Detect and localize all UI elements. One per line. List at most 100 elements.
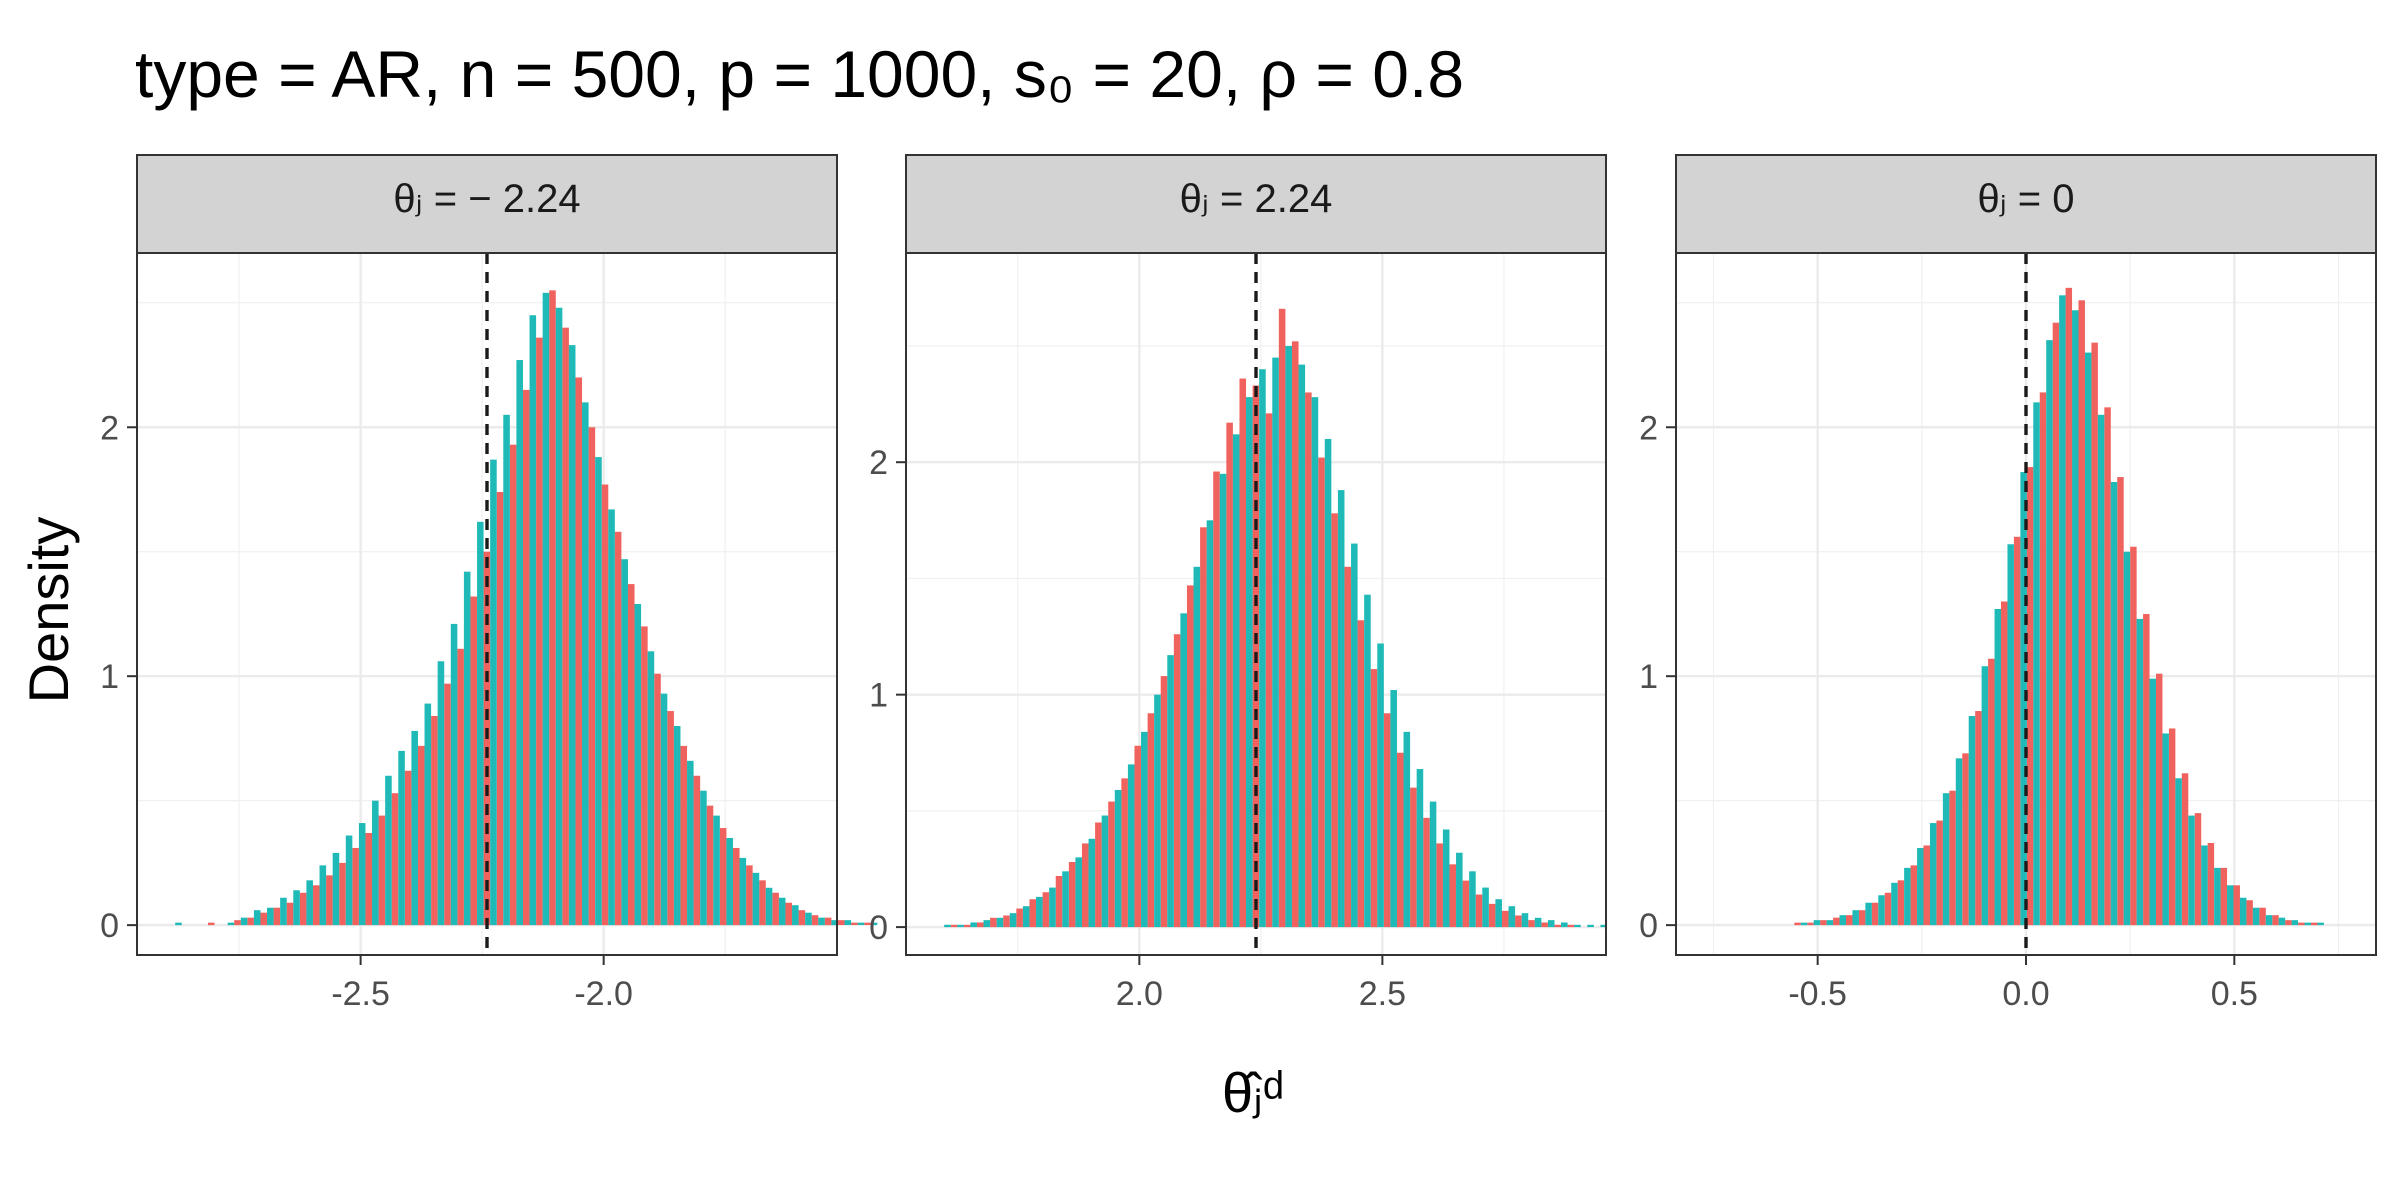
x-tick-label: 0.5 xyxy=(2211,975,2258,1013)
bar-series-2 xyxy=(1272,357,1279,928)
bar-series-1 xyxy=(1396,752,1404,928)
bar-series-2 xyxy=(1311,397,1319,928)
bar-series-1 xyxy=(2052,322,2060,926)
bar-series-2 xyxy=(1101,815,1109,928)
bar-series-2 xyxy=(595,457,602,926)
bar-series-2 xyxy=(1891,882,1898,926)
bar-series-2 xyxy=(280,897,287,926)
panel-1: θⱼ = − 2.24 -2.5 -2.0 0 1 2 xyxy=(100,154,878,1013)
bar-series-1 xyxy=(1370,669,1378,928)
y-tick-label: 2 xyxy=(100,409,119,447)
bar-series-2 xyxy=(844,920,852,926)
bar-series-2 xyxy=(398,750,405,926)
bar-series-2 xyxy=(1298,364,1306,928)
bar-series-2 xyxy=(1337,490,1345,928)
bar-series-1 xyxy=(1042,892,1050,928)
bar-series-1 xyxy=(963,924,971,928)
bar-series-2 xyxy=(2317,922,2324,926)
bar-series-1 xyxy=(1515,915,1522,928)
y-tick-label: 1 xyxy=(869,677,888,715)
bar-series-2 xyxy=(1429,801,1437,928)
bar-series-2 xyxy=(1955,758,1963,926)
bar-series-1 xyxy=(1226,422,1233,928)
bar-series-2 xyxy=(970,922,977,928)
bar-series-2 xyxy=(1917,847,1924,926)
bar-series-1 xyxy=(588,427,596,926)
bar-series-2 xyxy=(1246,397,1253,928)
bar-series-2 xyxy=(2033,402,2040,926)
bar-series-1 xyxy=(1528,920,1535,928)
bar-series-2 xyxy=(1547,920,1555,928)
bar-series-2 xyxy=(332,852,340,926)
bar-series-1 xyxy=(2298,922,2305,926)
bar-series-1 xyxy=(1410,787,1417,928)
bar-series-1 xyxy=(207,922,215,926)
bar-series-2 xyxy=(2239,897,2247,926)
bar-series-2 xyxy=(1127,764,1135,928)
bar-series-2 xyxy=(1364,594,1371,928)
bar-series-2 xyxy=(227,922,235,926)
bar-series-1 xyxy=(1186,585,1194,928)
bar-series-2 xyxy=(267,907,274,926)
y-tick-label: 2 xyxy=(869,444,888,482)
bar-series-1 xyxy=(286,902,294,926)
y-axis-title: Density xyxy=(17,517,80,704)
x-axis-title: θ̂ⱼᵈ xyxy=(1222,1061,1284,1124)
bar-series-2 xyxy=(2265,915,2273,926)
bar-series-2 xyxy=(1600,924,1607,928)
bar-series-1 xyxy=(654,673,661,926)
bar-series-2 xyxy=(1839,915,1846,926)
bar-series-2 xyxy=(490,459,497,926)
bar-series-1 xyxy=(811,915,819,926)
bar-series-2 xyxy=(660,693,668,926)
panel-strip xyxy=(136,154,838,254)
bar-series-2 xyxy=(1219,473,1227,928)
bar-series-1 xyxy=(1423,817,1430,928)
bar-series-1 xyxy=(1173,634,1181,928)
bar-series-1 xyxy=(1962,753,1969,926)
bar-series-2 xyxy=(450,623,458,926)
bar-series-1 xyxy=(1278,308,1286,928)
bar-series-1 xyxy=(1897,880,1905,926)
bar-series-2 xyxy=(1088,838,1096,928)
bar-series-1 xyxy=(1541,922,1548,928)
bar-series-1 xyxy=(1095,822,1102,928)
bar-series-1 xyxy=(1449,864,1457,928)
bar-series-1 xyxy=(2220,867,2228,926)
bar-series-2 xyxy=(1193,566,1201,928)
bar-series-1 xyxy=(1357,620,1365,928)
bar-series-2 xyxy=(1574,924,1581,928)
bar-series-1 xyxy=(2259,907,2266,926)
bar-series-2 xyxy=(1968,716,1976,926)
bar-series-2 xyxy=(1904,867,1911,926)
bar-series-1 xyxy=(2207,842,2215,926)
bar-series-1 xyxy=(2156,673,2163,926)
bar-series-2 xyxy=(1141,731,1148,928)
bar-series-1 xyxy=(785,902,793,926)
y-tick-label: 0 xyxy=(100,907,119,945)
bar-series-2 xyxy=(345,835,353,926)
bar-series-2 xyxy=(608,509,615,926)
bar-series-1 xyxy=(562,327,569,926)
bar-series-1 xyxy=(1975,711,1982,926)
bar-series-2 xyxy=(1865,902,1872,926)
bar-series-2 xyxy=(253,910,261,926)
bar-series-2 xyxy=(739,857,747,926)
bar-series-2 xyxy=(516,360,523,926)
y-tick-label: 0 xyxy=(869,909,888,947)
panel-title: θⱼ = − 2.24 xyxy=(393,177,580,221)
bar-series-1 xyxy=(1820,920,1827,926)
bar-series-1 xyxy=(2181,773,2189,926)
y-tick-label: 2 xyxy=(1639,409,1658,447)
bar-series-1 xyxy=(2143,613,2150,926)
bar-series-1 xyxy=(759,880,766,926)
bar-series-1 xyxy=(431,716,438,926)
bar-series-2 xyxy=(503,414,510,926)
bar-series-1 xyxy=(976,922,984,928)
bar-series-2 xyxy=(870,922,878,926)
bar-series-2 xyxy=(1285,345,1292,928)
bar-series-1 xyxy=(1488,903,1496,928)
bar-series-1 xyxy=(2013,536,2021,926)
bar-series-2 xyxy=(240,917,248,926)
bar-series-2 xyxy=(2252,907,2260,926)
